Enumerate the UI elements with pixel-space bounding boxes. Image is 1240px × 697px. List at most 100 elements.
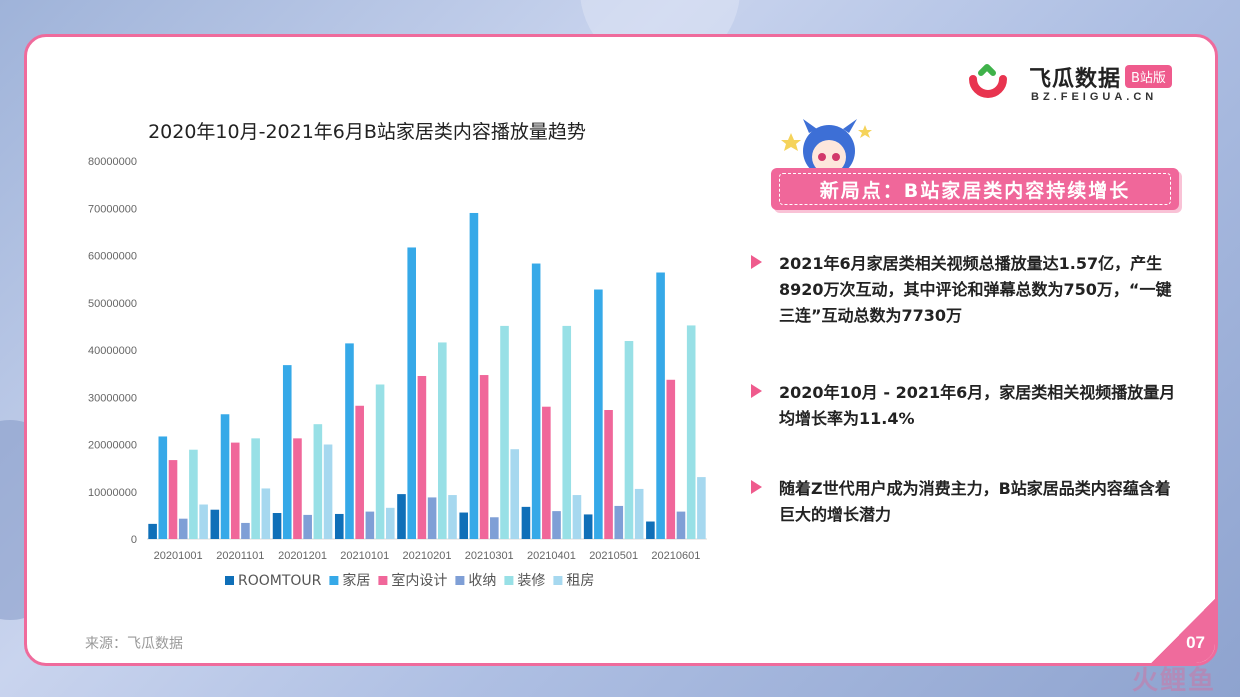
bar-租房-20210401 bbox=[572, 495, 582, 539]
bar-家居-20201201 bbox=[282, 365, 292, 539]
x-tick-label: 20210301 bbox=[465, 550, 514, 562]
bar-租房-20210501 bbox=[634, 488, 644, 539]
legend-label-装修: 装修 bbox=[517, 573, 545, 589]
bar-室内设计-20210501 bbox=[604, 410, 613, 539]
legend-label-室内设计: 室内设计 bbox=[391, 572, 447, 589]
watermark: 火鲤鱼 bbox=[1131, 666, 1216, 696]
bar-ROOMTOUR-20201001 bbox=[148, 523, 157, 539]
bar-家居-20210301 bbox=[469, 212, 479, 539]
triangle-bullet-icon bbox=[751, 255, 762, 269]
x-tick-label: 20201201 bbox=[278, 550, 327, 562]
bar-家居-20210101 bbox=[345, 343, 354, 539]
y-tick-label: 50000000 bbox=[88, 298, 137, 310]
bar-装修-20210401 bbox=[562, 325, 572, 539]
mascot-icon bbox=[781, 119, 872, 177]
bullet-point-2: 2020年10月 - 2021年6月，家居类相关视频播放量月均增长率为11.4% bbox=[751, 380, 1181, 432]
y-tick-label: 40000000 bbox=[88, 345, 137, 357]
bar-收纳-20210101 bbox=[365, 511, 375, 539]
bullet-text-3: 随着Z世代用户成为消费主力，B站家居品类内容蕴含着巨大的增长潜力 bbox=[779, 479, 1171, 524]
bar-家居-20201101 bbox=[220, 414, 230, 539]
y-tick-label: 20000000 bbox=[88, 440, 137, 452]
bar-家居-20210601 bbox=[656, 272, 665, 539]
bar-ROOMTOUR-20210401 bbox=[521, 506, 531, 539]
bar-租房-20210201 bbox=[448, 495, 457, 539]
logo-badge: B站版 bbox=[1125, 65, 1172, 88]
chart-title: 2020年10月-2021年6月B站家居类内容播放量趋势 bbox=[148, 121, 586, 143]
legend-swatch-室内设计 bbox=[378, 576, 388, 585]
bar-收纳-20201001 bbox=[178, 518, 188, 539]
x-tick-label: 20210401 bbox=[527, 550, 576, 562]
bar-室内设计-20210301 bbox=[479, 375, 489, 539]
y-tick-label: 0 bbox=[131, 534, 137, 546]
bar-家居-20201001 bbox=[158, 436, 168, 539]
bar-装修-20210301 bbox=[500, 325, 509, 539]
bar-装修-20210501 bbox=[624, 341, 634, 539]
legend-swatch-装修 bbox=[504, 576, 514, 585]
x-tick-label: 20210201 bbox=[403, 550, 452, 562]
bar-ROOMTOUR-20210301 bbox=[459, 512, 469, 539]
legend-label-租房: 租房 bbox=[566, 573, 594, 589]
slide-card: 飞瓜数据 B站版 BZ.FEIGUA.CN 2020年10月-2021年6月B站… bbox=[24, 34, 1218, 666]
bar-室内设计-20210601 bbox=[666, 379, 676, 539]
x-tick-label: 20210101 bbox=[340, 550, 389, 562]
bar-收纳-20210201 bbox=[427, 497, 437, 539]
banner-dashed-border bbox=[779, 173, 1171, 205]
bar-收纳-20210301 bbox=[490, 517, 499, 539]
bar-室内设计-20210201 bbox=[417, 375, 427, 539]
legend-swatch-ROOMTOUR bbox=[225, 576, 234, 585]
bar-租房-20201201 bbox=[323, 444, 333, 539]
y-tick-label: 60000000 bbox=[88, 251, 137, 263]
x-tick-label: 20201101 bbox=[216, 550, 264, 562]
legend-swatch-收纳 bbox=[455, 576, 465, 585]
bar-收纳-20201101 bbox=[241, 522, 250, 539]
bar-ROOMTOUR-20210201 bbox=[397, 494, 406, 539]
logo-url: BZ.FEIGUA.CN bbox=[1031, 91, 1158, 103]
x-tick-label: 20210601 bbox=[651, 550, 700, 562]
bar-室内设计-20201001 bbox=[168, 460, 178, 539]
page-number: 07 bbox=[1186, 633, 1205, 652]
legend-swatch-租房 bbox=[553, 576, 563, 585]
bar-室内设计-20201201 bbox=[293, 438, 302, 539]
feigua-logo-icon bbox=[969, 64, 1007, 98]
bar-收纳-20201201 bbox=[303, 514, 312, 539]
bar-家居-20210201 bbox=[407, 247, 416, 539]
bullet-point-1: 2021年6月家居类相关视频总播放量达1.57亿，产生8920万次互动，其中评论… bbox=[751, 251, 1181, 329]
bar-租房-20201101 bbox=[261, 488, 271, 539]
bullet-text-1: 2021年6月家居类相关视频总播放量达1.57亿，产生8920万次互动，其中评论… bbox=[779, 254, 1172, 325]
bullet-point-3: 随着Z世代用户成为消费主力，B站家居品类内容蕴含着巨大的增长潜力 bbox=[751, 476, 1181, 528]
banner-text: 新局点：B站家居类内容持续增长 bbox=[819, 180, 1131, 202]
bar-租房-20210101 bbox=[385, 507, 395, 539]
legend-label-收纳: 收纳 bbox=[468, 573, 496, 589]
bullet-text-2: 2020年10月 - 2021年6月，家居类相关视频播放量月均增长率为11.4% bbox=[779, 383, 1176, 428]
triangle-bullet-icon bbox=[751, 480, 762, 494]
bar-ROOMTOUR-20210101 bbox=[334, 513, 344, 539]
bar-装修-20201201 bbox=[313, 424, 323, 539]
bar-装修-20210201 bbox=[438, 342, 447, 539]
bar-ROOMTOUR-20201201 bbox=[272, 513, 282, 539]
source-note: 来源：飞瓜数据 bbox=[85, 636, 183, 652]
bar-租房-20210301 bbox=[510, 449, 520, 539]
bar-ROOMTOUR-20201101 bbox=[210, 509, 220, 539]
corner-decoration bbox=[1148, 596, 1215, 663]
legend-swatch-家居 bbox=[329, 576, 339, 585]
logo-name: 飞瓜数据 bbox=[1029, 67, 1122, 92]
bar-室内设计-20201101 bbox=[230, 442, 240, 539]
bar-装修-20201001 bbox=[189, 449, 198, 539]
y-tick-label: 30000000 bbox=[88, 392, 137, 404]
bar-收纳-20210601 bbox=[676, 511, 686, 539]
legend-label-ROOMTOUR: ROOMTOUR bbox=[238, 573, 322, 589]
bar-装修-20210101 bbox=[375, 384, 385, 539]
y-tick-label: 80000000 bbox=[88, 156, 137, 168]
bar-收纳-20210501 bbox=[614, 505, 624, 539]
legend-label-家居: 家居 bbox=[342, 572, 370, 589]
bar-收纳-20210401 bbox=[552, 511, 561, 539]
bar-装修-20210601 bbox=[686, 325, 696, 539]
bar-装修-20201101 bbox=[251, 438, 260, 539]
bar-ROOMTOUR-20210601 bbox=[646, 521, 655, 539]
y-tick-label: 10000000 bbox=[88, 487, 137, 499]
x-tick-label: 20201001 bbox=[154, 550, 203, 562]
triangle-bullet-icon bbox=[751, 384, 762, 398]
bar-chart: 80000000 70000000 60000000 50000000 40000000… bbox=[88, 156, 707, 589]
bar-室内设计-20210101 bbox=[355, 405, 364, 539]
y-tick-label: 70000000 bbox=[88, 203, 137, 215]
